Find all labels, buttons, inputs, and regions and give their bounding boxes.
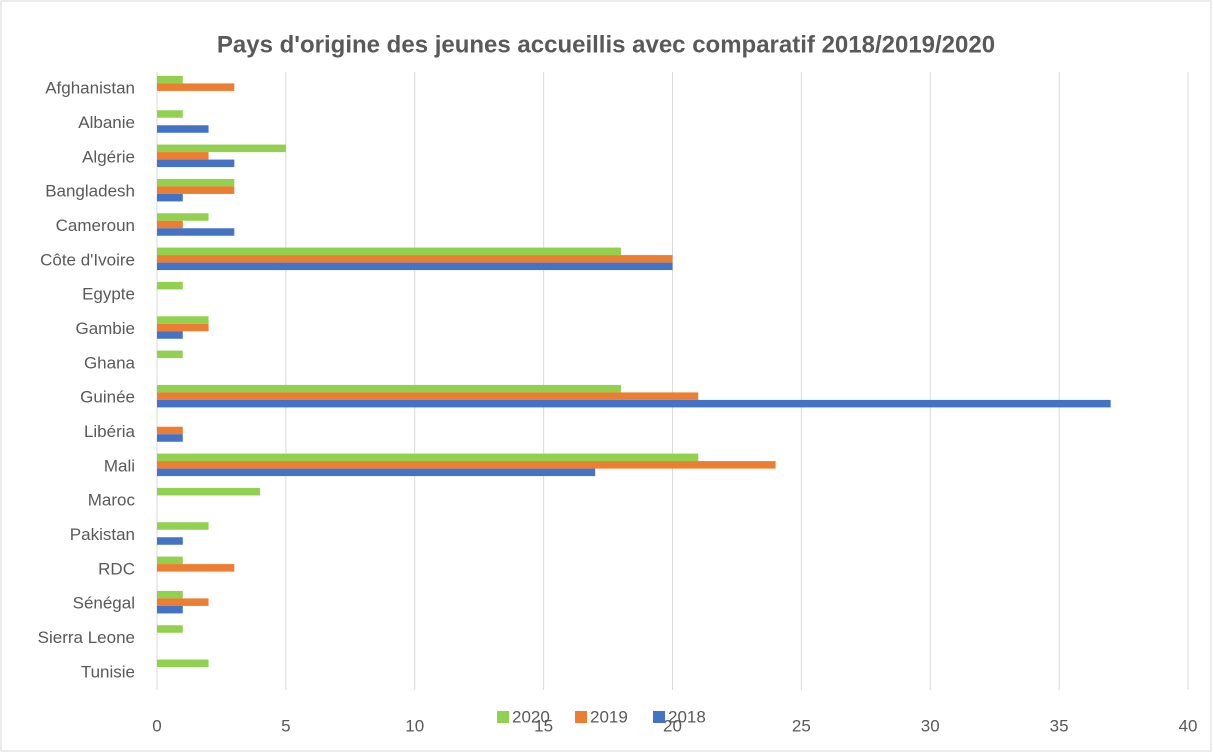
legend-swatch bbox=[497, 711, 509, 723]
bar bbox=[157, 228, 235, 236]
bar bbox=[157, 220, 183, 229]
y-tick-label: Gambie bbox=[75, 319, 135, 338]
chart-title: Pays d'origine des jeunes accueillis ave… bbox=[217, 31, 995, 58]
bar bbox=[157, 392, 699, 400]
y-tick-label: Mali bbox=[104, 456, 135, 475]
y-tick-label: Maroc bbox=[88, 491, 136, 510]
y-tick-label: Egypte bbox=[82, 285, 135, 304]
bar bbox=[157, 564, 235, 572]
bar bbox=[157, 605, 183, 614]
bar bbox=[157, 350, 183, 359]
y-tick-label: Sénégal bbox=[73, 594, 135, 613]
bar bbox=[157, 453, 699, 462]
bar bbox=[157, 323, 209, 332]
bar bbox=[157, 331, 183, 339]
bar bbox=[157, 159, 235, 168]
y-tick-label: Guinée bbox=[80, 388, 135, 407]
y-tick-label: Sierra Leone bbox=[38, 628, 135, 647]
y-tick-label: Albanie bbox=[78, 113, 135, 132]
x-tick-label: 20 bbox=[663, 716, 682, 735]
y-tick-label: Côte d'Ivoire bbox=[40, 250, 135, 269]
y-tick-label: Tunisie bbox=[81, 662, 135, 681]
legend-label: 2019 bbox=[590, 707, 628, 726]
bar bbox=[157, 487, 261, 496]
x-tick-label: 25 bbox=[792, 716, 811, 735]
bar bbox=[157, 125, 209, 133]
x-tick-label: 10 bbox=[405, 716, 424, 735]
bar bbox=[157, 83, 235, 91]
x-tick-label: 40 bbox=[1179, 716, 1198, 735]
bar bbox=[157, 152, 209, 160]
bar bbox=[157, 262, 673, 271]
legend-swatch bbox=[575, 711, 587, 723]
y-tick-label: Pakistan bbox=[70, 525, 135, 544]
bar bbox=[157, 434, 183, 442]
x-tick-label: 35 bbox=[1050, 716, 1069, 735]
bar bbox=[157, 281, 183, 290]
bar bbox=[157, 399, 1111, 408]
bar bbox=[157, 186, 235, 194]
x-tick-label: 15 bbox=[534, 716, 553, 735]
x-tick-label: 0 bbox=[152, 716, 161, 735]
bar bbox=[157, 316, 209, 324]
bar bbox=[157, 659, 209, 668]
y-tick-label: Afghanistan bbox=[45, 79, 135, 98]
y-tick-label: Cameroun bbox=[56, 216, 135, 235]
y-tick-label: Bangladesh bbox=[45, 182, 135, 201]
bar bbox=[157, 75, 183, 84]
y-tick-label: Libéria bbox=[84, 422, 136, 441]
x-tick-label: 5 bbox=[281, 716, 290, 735]
bar bbox=[157, 384, 621, 393]
bar bbox=[157, 556, 183, 565]
y-tick-label: RDC bbox=[98, 559, 135, 578]
bar bbox=[157, 426, 183, 435]
bar bbox=[157, 255, 673, 263]
bar bbox=[157, 461, 776, 469]
bar bbox=[157, 468, 596, 477]
legend-swatch bbox=[653, 711, 665, 723]
bar bbox=[157, 625, 183, 633]
bar bbox=[157, 537, 183, 545]
bar bbox=[157, 247, 621, 256]
x-tick-label: 30 bbox=[921, 716, 940, 735]
y-tick-label: Ghana bbox=[84, 353, 136, 372]
bar bbox=[157, 598, 209, 606]
bar bbox=[157, 144, 286, 153]
y-tick-label: Algérie bbox=[82, 147, 135, 166]
bar bbox=[157, 110, 183, 118]
bar bbox=[157, 590, 183, 599]
bar bbox=[157, 522, 209, 530]
legend-label: 2020 bbox=[512, 707, 550, 726]
bar bbox=[157, 213, 209, 221]
bar bbox=[157, 193, 183, 202]
bar bbox=[157, 178, 235, 187]
legend-label: 2018 bbox=[668, 707, 706, 726]
